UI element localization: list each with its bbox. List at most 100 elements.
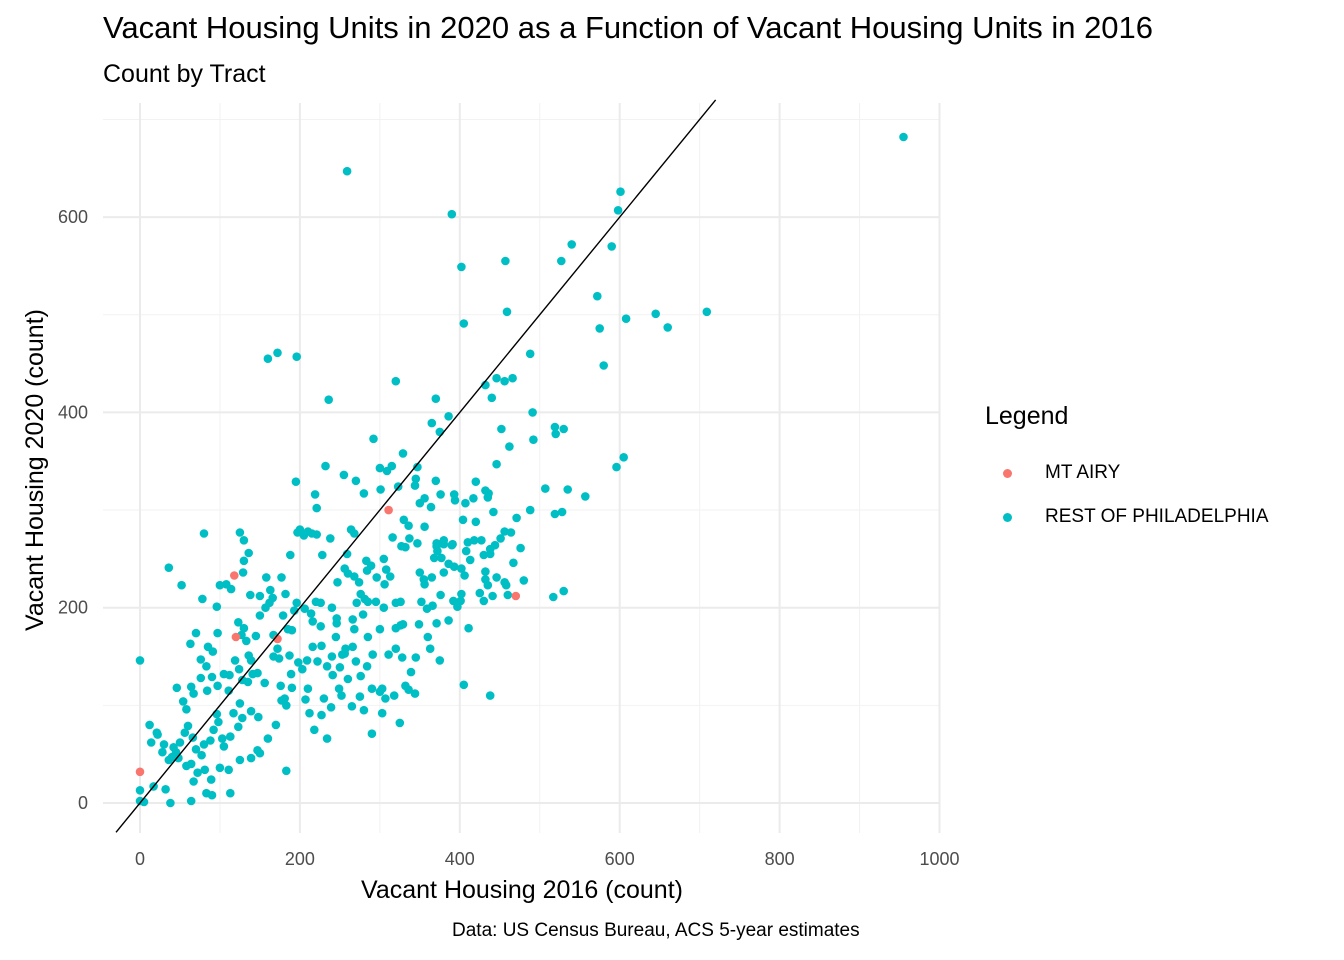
data-point-rest-of-philadelphia bbox=[398, 620, 408, 629]
data-point-rest-of-philadelphia bbox=[308, 642, 318, 652]
data-point-rest-of-philadelphia bbox=[186, 796, 196, 806]
chart-title: Vacant Housing Units in 2020 as a Functi… bbox=[103, 10, 1154, 45]
data-point-rest-of-philadelphia bbox=[235, 699, 245, 708]
data-point-rest-of-philadelphia bbox=[619, 453, 628, 462]
data-point-rest-of-philadelphia bbox=[377, 708, 387, 718]
data-point-rest-of-philadelphia bbox=[469, 494, 478, 503]
data-point-rest-of-philadelphia bbox=[410, 481, 420, 490]
data-point-rest-of-philadelphia bbox=[439, 539, 449, 549]
data-point-rest-of-philadelphia bbox=[369, 434, 378, 444]
data-point-rest-of-philadelphia bbox=[266, 585, 275, 595]
chart-caption: Data: US Census Bureau, ACS 5-year estim… bbox=[452, 920, 860, 941]
data-point-rest-of-philadelphia bbox=[376, 485, 385, 494]
data-point-rest-of-philadelphia bbox=[367, 684, 377, 693]
data-point-rest-of-philadelphia bbox=[206, 775, 216, 784]
data-point-rest-of-philadelphia bbox=[235, 528, 245, 537]
data-point-rest-of-philadelphia bbox=[158, 747, 167, 757]
legend-marker-rest-of-philadelphia bbox=[1003, 512, 1012, 522]
data-point-rest-of-philadelphia bbox=[318, 550, 327, 560]
data-point-rest-of-philadelphia bbox=[616, 187, 625, 196]
data-point-rest-of-philadelphia bbox=[479, 550, 489, 560]
data-point-rest-of-philadelphia bbox=[563, 485, 572, 494]
data-point-rest-of-philadelphia bbox=[501, 580, 511, 590]
data-point-rest-of-philadelphia bbox=[469, 536, 479, 545]
legend-title: Legend bbox=[985, 402, 1069, 430]
data-point-rest-of-philadelphia bbox=[398, 449, 408, 458]
data-point-rest-of-philadelphia bbox=[447, 540, 457, 550]
data-point-rest-of-philadelphia bbox=[310, 490, 320, 499]
data-point-rest-of-philadelphia bbox=[281, 589, 290, 599]
data-point-rest-of-philadelphia bbox=[239, 556, 249, 566]
data-point-rest-of-philadelphia bbox=[396, 597, 405, 607]
data-point-rest-of-philadelphia bbox=[496, 534, 505, 543]
data-point-mt-airy bbox=[135, 767, 145, 777]
data-point-rest-of-philadelphia bbox=[238, 568, 248, 577]
data-point-rest-of-philadelphia bbox=[500, 527, 509, 536]
data-point-rest-of-philadelphia bbox=[287, 683, 297, 693]
data-point-rest-of-philadelphia bbox=[308, 617, 318, 626]
data-point-rest-of-philadelphia bbox=[379, 603, 389, 612]
data-point-rest-of-philadelphia bbox=[292, 598, 302, 608]
data-point-rest-of-philadelphia bbox=[559, 424, 568, 434]
data-point-rest-of-philadelphia bbox=[512, 513, 521, 523]
data-point-rest-of-philadelphia bbox=[230, 656, 240, 665]
data-point-rest-of-philadelphia bbox=[557, 256, 566, 266]
data-point-rest-of-philadelphia bbox=[161, 785, 170, 794]
data-point-rest-of-philadelphia bbox=[251, 631, 261, 641]
data-point-rest-of-philadelphia bbox=[479, 596, 489, 606]
data-point-rest-of-philadelphia bbox=[175, 738, 185, 747]
data-point-rest-of-philadelphia bbox=[186, 639, 195, 649]
data-point-rest-of-philadelphia bbox=[300, 604, 310, 613]
x-tick-label: 600 bbox=[605, 849, 635, 869]
data-point-rest-of-philadelphia bbox=[358, 610, 368, 619]
data-points bbox=[135, 132, 908, 808]
data-point-rest-of-philadelphia bbox=[557, 507, 567, 517]
data-point-rest-of-philadelphia bbox=[274, 654, 284, 663]
data-point-rest-of-philadelphia bbox=[273, 348, 282, 358]
data-point-rest-of-philadelphia bbox=[234, 722, 243, 732]
data-point-rest-of-philadelphia bbox=[581, 492, 590, 501]
data-point-rest-of-philadelphia bbox=[381, 565, 391, 574]
data-point-rest-of-philadelphia bbox=[277, 696, 286, 705]
data-point-rest-of-philadelphia bbox=[215, 580, 225, 590]
data-point-rest-of-philadelphia bbox=[312, 530, 322, 539]
data-point-rest-of-philadelphia bbox=[348, 615, 358, 624]
data-point-rest-of-philadelphia bbox=[350, 624, 359, 634]
data-point-rest-of-philadelphia bbox=[287, 625, 297, 635]
data-point-rest-of-philadelphia bbox=[263, 734, 273, 743]
x-tick-label: 400 bbox=[445, 849, 475, 869]
data-point-rest-of-philadelphia bbox=[359, 705, 369, 715]
data-point-rest-of-philadelphia bbox=[525, 505, 535, 515]
data-point-rest-of-philadelphia bbox=[202, 662, 211, 671]
data-point-rest-of-philadelphia bbox=[200, 765, 210, 775]
data-point-rest-of-philadelphia bbox=[593, 291, 602, 301]
data-point-rest-of-philadelphia bbox=[239, 536, 249, 545]
data-point-rest-of-philadelphia bbox=[447, 209, 457, 219]
data-point-rest-of-philadelphia bbox=[213, 681, 222, 691]
data-point-rest-of-philadelphia bbox=[426, 502, 436, 512]
data-point-rest-of-philadelphia bbox=[550, 509, 560, 519]
data-point-rest-of-philadelphia bbox=[212, 709, 222, 719]
data-point-mt-airy bbox=[230, 571, 239, 580]
data-point-rest-of-philadelphia bbox=[242, 636, 251, 646]
data-point-rest-of-philadelphia bbox=[313, 657, 322, 666]
data-point-rest-of-philadelphia bbox=[316, 622, 326, 631]
data-point-rest-of-philadelphia bbox=[246, 656, 256, 665]
data-point-rest-of-philadelphia bbox=[298, 664, 307, 674]
data-point-rest-of-philadelphia bbox=[444, 412, 453, 421]
data-point-rest-of-philadelphia bbox=[413, 539, 422, 548]
data-point-rest-of-philadelphia bbox=[368, 650, 378, 659]
data-point-rest-of-philadelphia bbox=[351, 476, 361, 486]
data-point-rest-of-philadelphia bbox=[354, 578, 364, 587]
data-point-rest-of-philadelphia bbox=[152, 728, 162, 737]
data-point-rest-of-philadelphia bbox=[302, 656, 312, 665]
data-point-rest-of-philadelphia bbox=[328, 670, 338, 680]
data-point-rest-of-philadelphia bbox=[255, 591, 265, 601]
data-point-rest-of-philadelphia bbox=[410, 689, 420, 698]
data-point-rest-of-philadelphia bbox=[420, 522, 429, 531]
data-point-rest-of-philadelphia bbox=[459, 319, 469, 328]
data-point-rest-of-philadelphia bbox=[419, 575, 429, 584]
data-point-rest-of-philadelphia bbox=[218, 734, 227, 743]
data-point-rest-of-philadelphia bbox=[381, 694, 390, 703]
data-point-rest-of-philadelphia bbox=[191, 628, 201, 638]
